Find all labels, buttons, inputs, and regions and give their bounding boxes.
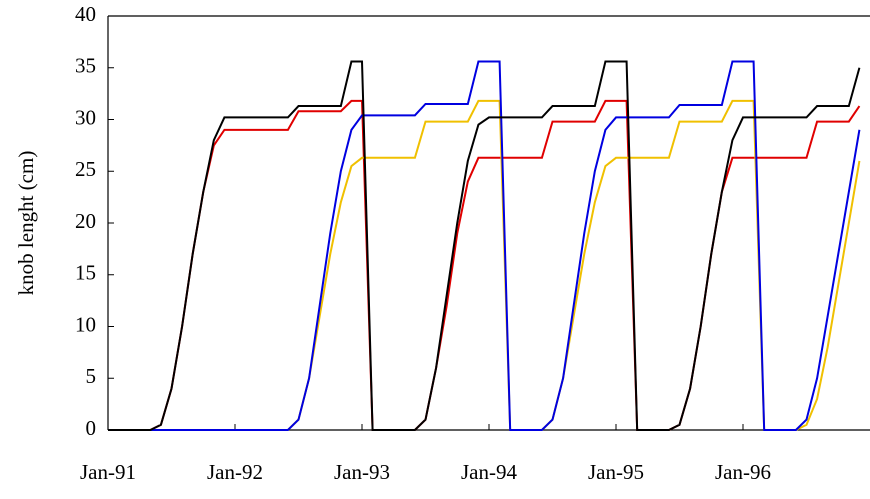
y-axis-label: knob lenght (cm) bbox=[14, 151, 38, 296]
y-tick-label: 35 bbox=[75, 54, 96, 78]
x-tick-label: Jan-91 bbox=[80, 460, 136, 484]
y-tick-label: 25 bbox=[75, 157, 96, 181]
y-tick-label: 10 bbox=[75, 312, 96, 336]
y-tick-label: 40 bbox=[75, 2, 96, 26]
y-tick-label: 30 bbox=[75, 105, 96, 129]
x-tick-label: Jan-92 bbox=[207, 460, 263, 484]
series-line bbox=[108, 99, 861, 431]
y-tick-label: 15 bbox=[75, 261, 96, 285]
series-line bbox=[108, 60, 861, 431]
x-tick-label: Jan-94 bbox=[461, 460, 517, 484]
x-tick-label: Jan-93 bbox=[334, 460, 390, 484]
series-line bbox=[108, 60, 861, 431]
series-line bbox=[108, 99, 861, 431]
y-tick-label: 5 bbox=[86, 364, 97, 388]
y-tick-label: 0 bbox=[86, 416, 97, 440]
y-tick-label: 20 bbox=[75, 209, 96, 233]
x-tick-label: Jan-95 bbox=[588, 460, 644, 484]
x-tick-label: Jan-96 bbox=[715, 460, 771, 484]
